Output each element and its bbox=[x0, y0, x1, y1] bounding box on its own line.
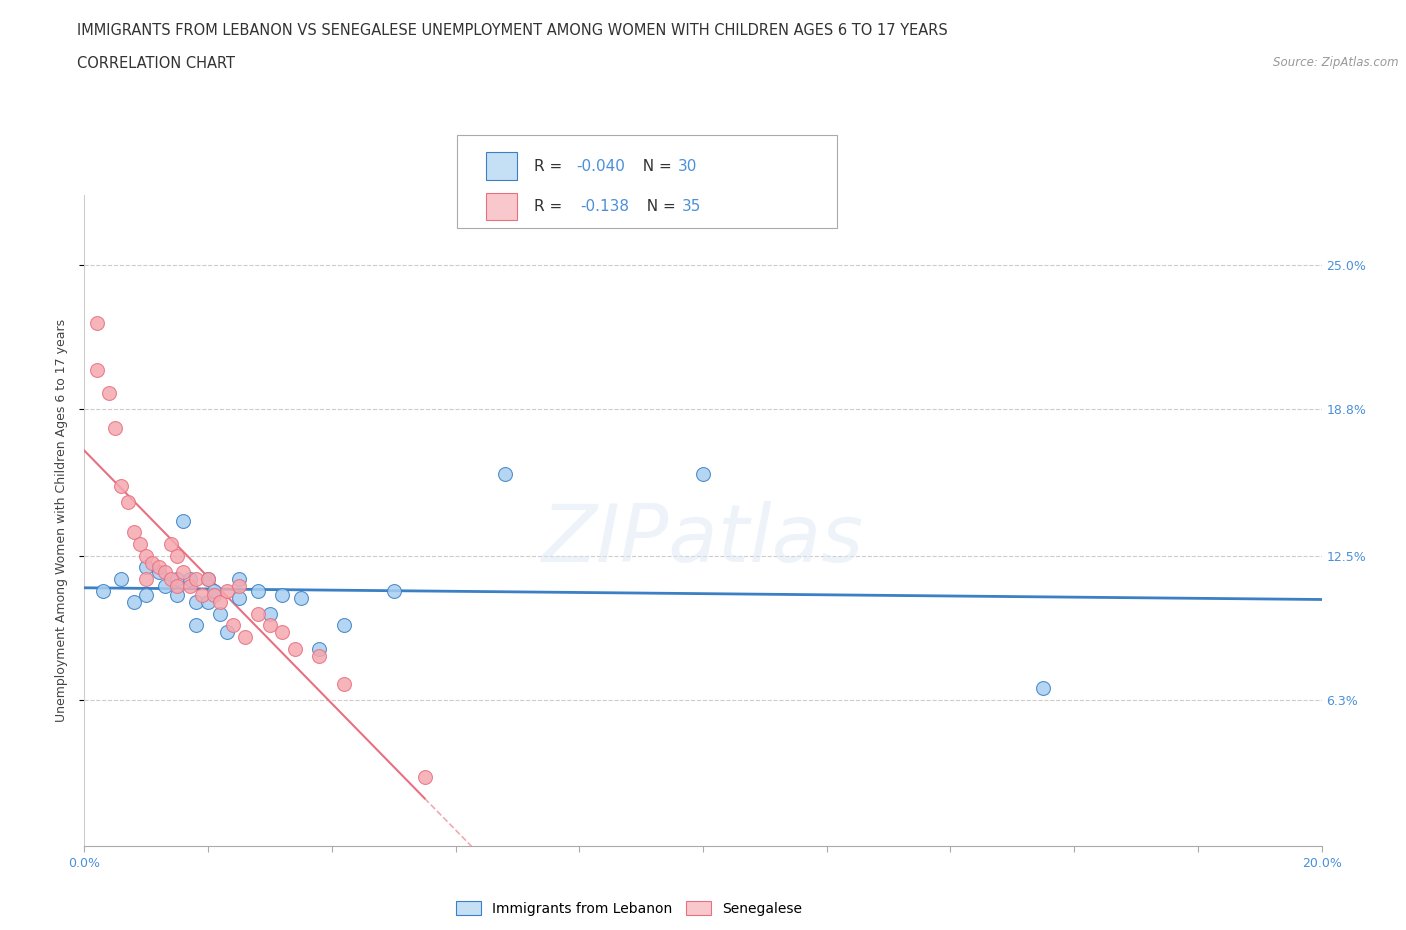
Point bbox=[1032, 681, 1054, 696]
Point bbox=[184, 595, 207, 610]
Point bbox=[228, 571, 250, 587]
Text: -0.040: -0.040 bbox=[576, 159, 626, 174]
Point bbox=[122, 595, 145, 610]
Point bbox=[172, 513, 194, 528]
Point bbox=[135, 588, 157, 603]
Point bbox=[191, 588, 214, 603]
Point bbox=[259, 606, 281, 621]
Legend: Immigrants from Lebanon, Senegalese: Immigrants from Lebanon, Senegalese bbox=[450, 896, 807, 922]
Point bbox=[184, 571, 207, 587]
Point bbox=[166, 549, 188, 564]
Text: -0.138: -0.138 bbox=[581, 199, 630, 214]
Point bbox=[184, 618, 207, 633]
Point bbox=[284, 642, 307, 657]
Point bbox=[246, 606, 269, 621]
Y-axis label: Unemployment Among Women with Children Ages 6 to 17 years: Unemployment Among Women with Children A… bbox=[55, 319, 67, 723]
Point bbox=[86, 363, 108, 378]
Point bbox=[197, 571, 219, 587]
Point bbox=[148, 565, 170, 579]
Point bbox=[233, 630, 256, 644]
Point bbox=[129, 537, 152, 551]
Point bbox=[259, 618, 281, 633]
Point bbox=[110, 571, 132, 587]
Point bbox=[271, 588, 294, 603]
Point bbox=[271, 625, 294, 640]
Point bbox=[197, 595, 219, 610]
Text: N =: N = bbox=[633, 159, 676, 174]
Point bbox=[122, 525, 145, 540]
Text: IMMIGRANTS FROM LEBANON VS SENEGALESE UNEMPLOYMENT AMONG WOMEN WITH CHILDREN AGE: IMMIGRANTS FROM LEBANON VS SENEGALESE UN… bbox=[77, 23, 948, 38]
Point bbox=[160, 571, 183, 587]
Point bbox=[209, 595, 232, 610]
Point bbox=[91, 583, 114, 598]
Point bbox=[98, 386, 121, 401]
Point bbox=[202, 583, 225, 598]
Point bbox=[104, 420, 127, 435]
Point bbox=[166, 578, 188, 593]
Point bbox=[246, 583, 269, 598]
Text: Source: ZipAtlas.com: Source: ZipAtlas.com bbox=[1274, 56, 1399, 69]
Point bbox=[333, 676, 356, 691]
Point bbox=[308, 648, 330, 663]
Point bbox=[179, 578, 201, 593]
Text: N =: N = bbox=[637, 199, 681, 214]
Point bbox=[153, 565, 176, 579]
Point bbox=[148, 560, 170, 575]
Text: ZIPatlas: ZIPatlas bbox=[541, 501, 865, 579]
Point bbox=[166, 571, 188, 587]
Point bbox=[413, 769, 436, 784]
Text: R =: R = bbox=[534, 199, 572, 214]
Point bbox=[172, 565, 194, 579]
Point bbox=[382, 583, 405, 598]
Point bbox=[308, 642, 330, 657]
Point bbox=[222, 618, 245, 633]
Point bbox=[228, 591, 250, 605]
Point bbox=[215, 583, 238, 598]
Point bbox=[135, 549, 157, 564]
Point bbox=[166, 588, 188, 603]
Point bbox=[135, 560, 157, 575]
Text: 35: 35 bbox=[682, 199, 702, 214]
Point bbox=[179, 571, 201, 587]
Text: R =: R = bbox=[534, 159, 568, 174]
Text: CORRELATION CHART: CORRELATION CHART bbox=[77, 56, 235, 71]
Point bbox=[86, 316, 108, 331]
Point bbox=[228, 578, 250, 593]
Point bbox=[692, 467, 714, 482]
Point bbox=[333, 618, 356, 633]
Point bbox=[135, 571, 157, 587]
Point bbox=[202, 588, 225, 603]
Text: 30: 30 bbox=[678, 159, 697, 174]
Point bbox=[153, 578, 176, 593]
Point bbox=[117, 495, 139, 510]
Point bbox=[215, 625, 238, 640]
Point bbox=[160, 537, 183, 551]
Point bbox=[141, 555, 163, 570]
Point bbox=[110, 479, 132, 494]
Point bbox=[209, 606, 232, 621]
Point bbox=[494, 467, 516, 482]
Point bbox=[290, 591, 312, 605]
Point bbox=[197, 571, 219, 587]
